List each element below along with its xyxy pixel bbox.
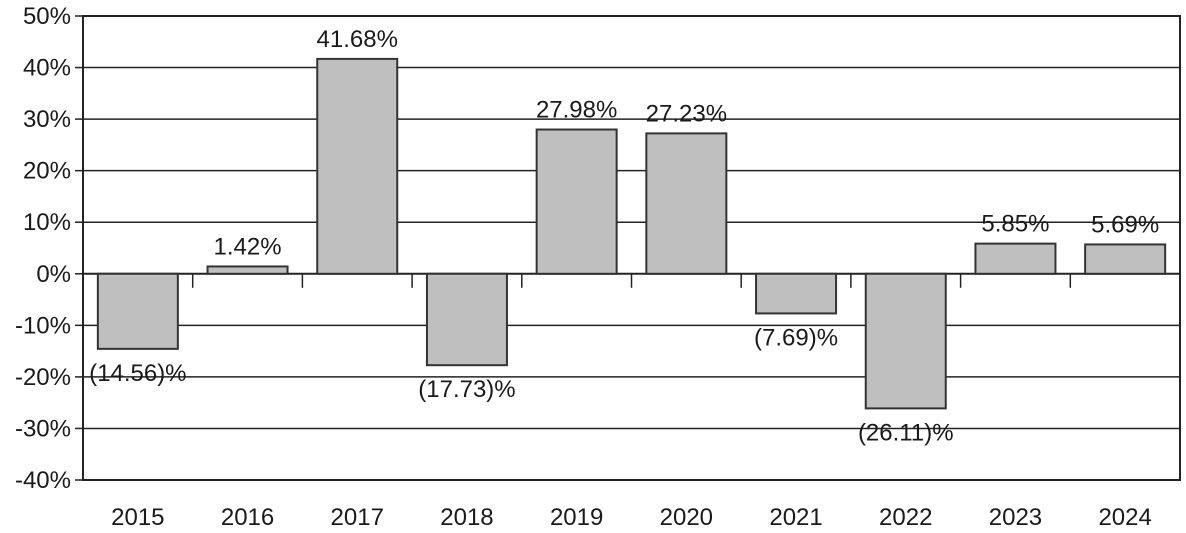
bar-2022	[864, 272, 947, 410]
y-tick-label: 40%	[23, 55, 71, 82]
data-label-2021: (7.69)%	[754, 324, 838, 351]
x-tick-label-2018: 2018	[440, 504, 493, 531]
x-tick-label-2017: 2017	[331, 504, 384, 531]
x-tick-label-2022: 2022	[879, 504, 932, 531]
bar-2015	[96, 272, 179, 350]
data-label-2020: 27.23%	[646, 100, 727, 127]
bar-2019	[535, 128, 618, 275]
bars-layer	[96, 57, 1167, 410]
y-tick-label: 30%	[23, 106, 71, 133]
data-label-2015: (14.56)%	[89, 360, 186, 387]
labels-layer: (14.56)% 2015 1.42% 2016 41.68% 2017 (17.73)% 2…	[89, 26, 1159, 531]
data-label-2018: (17.73)%	[418, 376, 515, 403]
bar-2023	[974, 242, 1057, 275]
bar-2017	[316, 57, 399, 275]
y-tick-label: -20%	[15, 364, 71, 391]
y-tick-label: -10%	[15, 312, 71, 339]
x-tick-label-2023: 2023	[989, 504, 1042, 531]
data-label-2017: 41.68%	[317, 26, 398, 53]
data-label-2023: 5.85%	[981, 211, 1049, 238]
y-tick-label: 0%	[36, 261, 71, 288]
x-tick-label-2020: 2020	[660, 504, 713, 531]
axis-layer: 50% 40% 30% 20% 10% 0% -10% -20% -30% -40%	[15, 3, 1181, 494]
data-label-2024: 5.69%	[1091, 211, 1159, 238]
bar-2021	[755, 272, 838, 315]
data-label-2016: 1.42%	[214, 233, 282, 260]
y-tick-label: 10%	[23, 209, 71, 236]
y-tick-label: 50%	[23, 3, 71, 30]
y-tick-label: -30%	[15, 415, 71, 442]
x-tick-label-2019: 2019	[550, 504, 603, 531]
bar-2020	[645, 132, 728, 275]
bar-2016	[206, 265, 289, 275]
bar-2018	[425, 272, 508, 367]
y-tick-label: 20%	[23, 158, 71, 185]
x-tick-label-2021: 2021	[769, 504, 822, 531]
plot-frame	[82, 15, 1181, 481]
x-tick-label-2016: 2016	[221, 504, 274, 531]
x-tick-label-2024: 2024	[1098, 504, 1151, 531]
x-tick-label-2015: 2015	[111, 504, 164, 531]
data-label-2019: 27.98%	[536, 97, 617, 124]
data-label-2022: (26.11)%	[858, 419, 954, 446]
y-tick-label: -40%	[15, 467, 71, 494]
bar-2024	[1084, 243, 1167, 275]
